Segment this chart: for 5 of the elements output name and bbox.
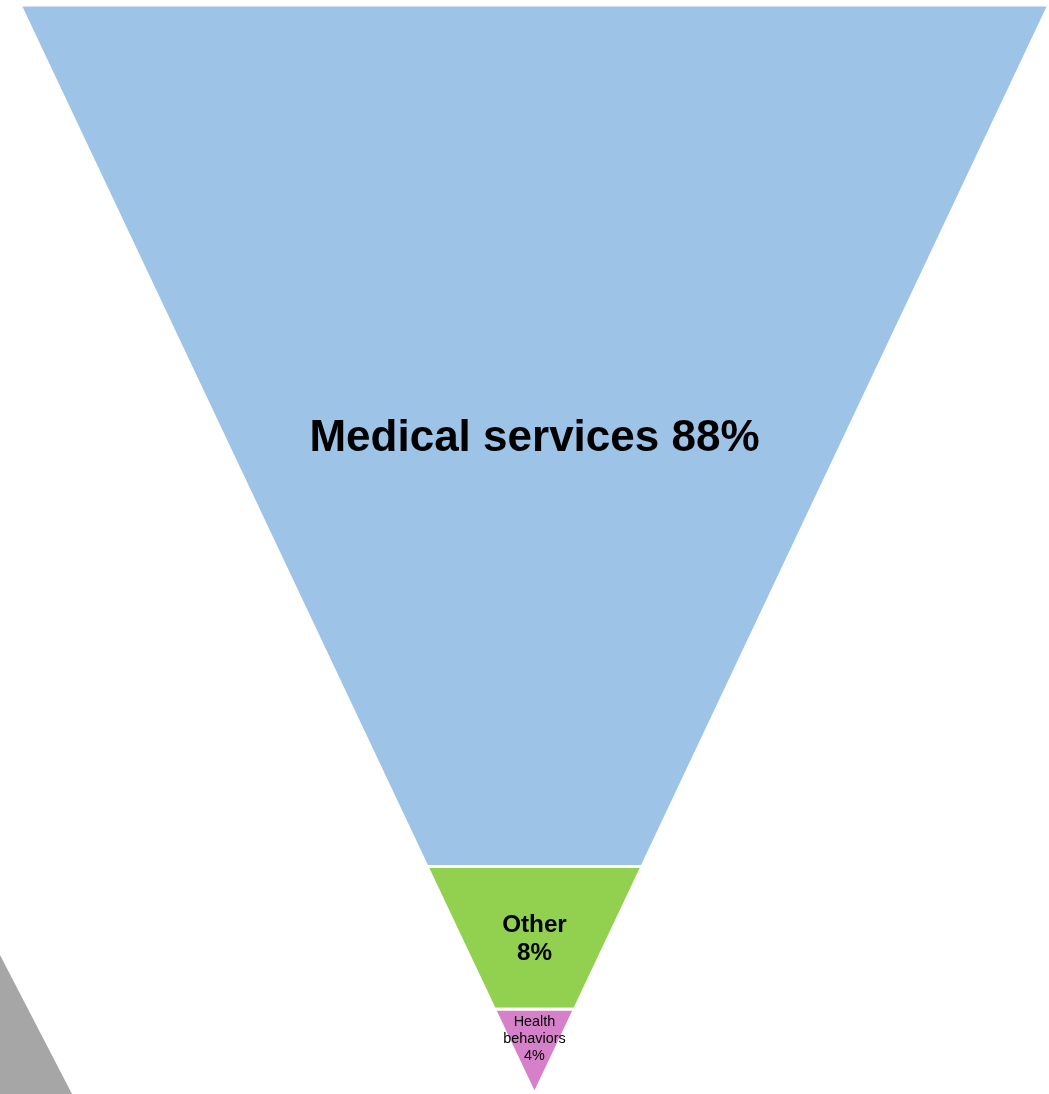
category-label: Other [502,910,568,938]
category-label: Medical services [309,411,660,461]
data-label: 4% [524,1046,546,1063]
data-label: 88% [671,411,760,461]
data-label: 8% [516,938,553,966]
